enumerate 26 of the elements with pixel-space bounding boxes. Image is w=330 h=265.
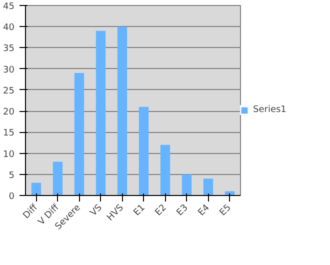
legend-label: Series1	[253, 105, 286, 115]
bar	[117, 26, 128, 196]
y-tick-label: 40	[3, 23, 15, 34]
x-tick-label: VS	[88, 202, 104, 218]
x-tick-label: E2	[154, 202, 169, 218]
bar	[138, 106, 149, 196]
bar	[74, 73, 84, 196]
bar	[160, 144, 170, 196]
y-tick-label: 35	[3, 44, 14, 54]
bar	[31, 182, 42, 196]
y-tick-label: 5	[8, 170, 15, 181]
bar	[52, 162, 63, 196]
y-tick-label: 0	[8, 192, 15, 202]
y-tick-label: 20	[3, 108, 15, 118]
y-tick-label: 30	[3, 65, 15, 76]
y-tick-label: 25	[3, 86, 14, 96]
x-tick-label: E4	[196, 202, 212, 218]
bar	[182, 174, 192, 196]
bar	[96, 30, 106, 196]
x-tick-label: E5	[218, 202, 234, 218]
y-tick-label: 15	[3, 128, 14, 139]
y-tick-label: 10	[3, 150, 15, 160]
x-tick-label: E1	[132, 202, 148, 218]
y-tick-label: 45	[3, 2, 14, 12]
x-tick-label: E3	[175, 202, 190, 218]
bar	[203, 178, 214, 196]
